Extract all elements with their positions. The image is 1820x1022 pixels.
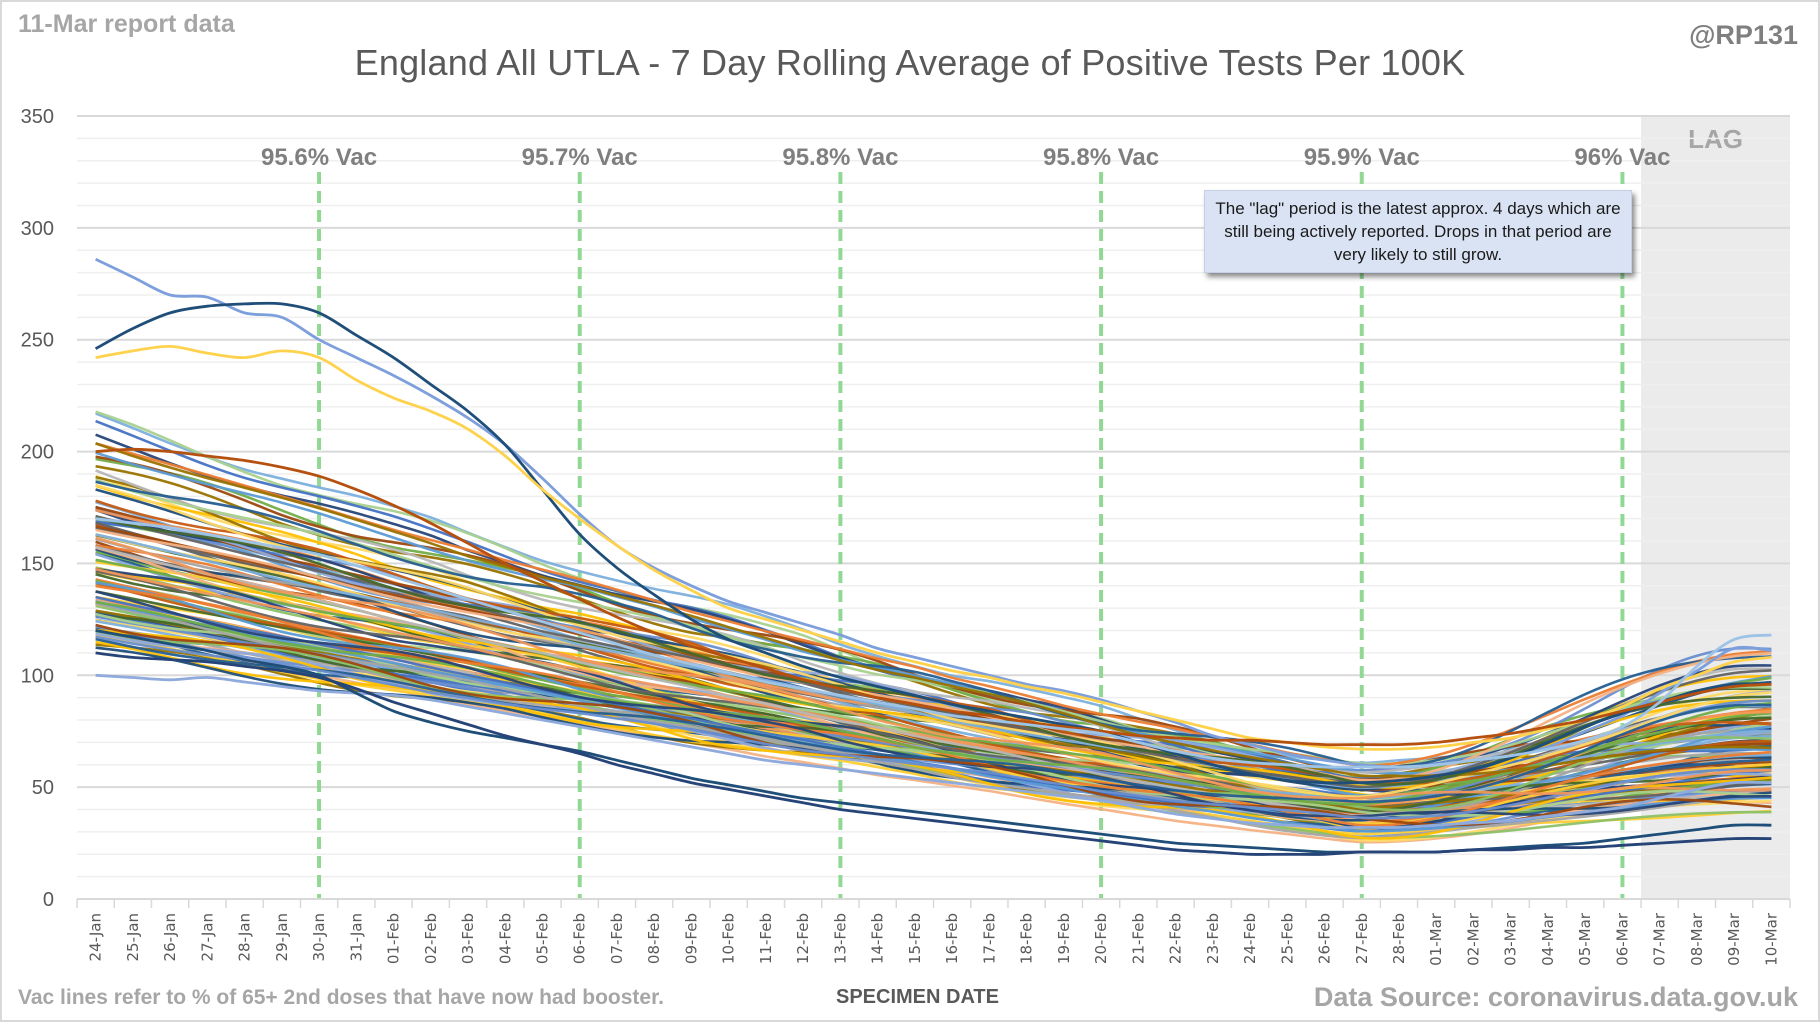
- lag-explanation-callout: The "lag" period is the latest approx. 4…: [1204, 190, 1632, 273]
- series-line: [95, 344, 1772, 751]
- x-tick-label: 05-Mar: [1576, 912, 1594, 966]
- x-tick-label: 03-Mar: [1502, 912, 1520, 966]
- vac-marker-label: 95.8% Vac: [782, 144, 898, 171]
- x-tick-label: 28-Jan: [236, 913, 254, 961]
- x-tick-label: 16-Feb: [943, 913, 961, 964]
- x-tick-label: 17-Feb: [980, 913, 998, 964]
- x-tick-label: 25-Jan: [124, 913, 142, 961]
- vac-marker-label: 95.7% Vac: [522, 144, 638, 171]
- series-line: [95, 570, 1772, 811]
- x-tick-label: 03-Feb: [459, 913, 477, 964]
- x-tick-label: 08-Mar: [1688, 912, 1706, 966]
- x-tick-label: 30-Jan: [310, 913, 328, 961]
- series-line: [95, 628, 1772, 840]
- x-tick-label: 25-Feb: [1278, 913, 1296, 964]
- y-tick-label: 50: [32, 777, 54, 799]
- series-line: [95, 635, 1772, 820]
- x-axis-title: SPECIMEN DATE: [836, 986, 999, 1008]
- vac-marker-label: 95.8% Vac: [1043, 144, 1159, 171]
- series-line: [95, 517, 1772, 769]
- x-tick-label: 31-Jan: [347, 913, 365, 961]
- x-tick-label: 24-Jan: [87, 913, 105, 961]
- series-line: [95, 600, 1772, 806]
- x-tick-label: 05-Feb: [533, 913, 551, 964]
- series-line: [95, 469, 1772, 774]
- x-tick-label: 01-Feb: [385, 913, 403, 964]
- series-line: [95, 602, 1772, 840]
- vac-marker-label: 95.6% Vac: [261, 144, 377, 171]
- y-tick-label: 0: [43, 889, 54, 911]
- x-tick-label: 14-Feb: [869, 913, 887, 964]
- x-tick-label: 06-Mar: [1613, 912, 1631, 966]
- x-tick-label: 08-Feb: [645, 913, 663, 964]
- axes: 0 50 100 150 200 250 300 350 24-Jan 25-Jan 26-Jan 2…: [21, 106, 1791, 966]
- x-tick-label: 13-Feb: [831, 913, 849, 964]
- x-tick-label: 12-Feb: [794, 913, 812, 964]
- series-line: [95, 442, 1772, 778]
- y-tick-label: 300: [21, 218, 54, 240]
- vac-marker-label: 96% Vac: [1574, 144, 1670, 171]
- x-tick-label: 02-Feb: [422, 913, 440, 964]
- x-tick-label: 15-Feb: [906, 913, 924, 964]
- x-tick-label: 04-Feb: [496, 913, 514, 964]
- x-tick-label: 27-Feb: [1353, 913, 1371, 964]
- x-tick-label: 26-Jan: [161, 913, 179, 961]
- y-tick-label: 200: [21, 442, 54, 464]
- x-tick-label: 26-Feb: [1316, 913, 1334, 964]
- x-tick-label: 28-Feb: [1390, 913, 1408, 964]
- x-tick-label: 10-Feb: [720, 913, 738, 964]
- x-tick-label: 18-Feb: [1018, 913, 1036, 964]
- x-tick-label: 09-Mar: [1725, 912, 1743, 966]
- x-tick-label: 06-Feb: [571, 913, 589, 964]
- x-tick-label: 07-Mar: [1651, 912, 1669, 966]
- x-tick-label: 27-Jan: [198, 913, 216, 961]
- series-line: [94, 301, 1772, 785]
- y-tick-label: 250: [21, 330, 54, 352]
- x-tick-label: 10-Mar: [1762, 912, 1780, 966]
- x-tick-label: 20-Feb: [1092, 913, 1110, 964]
- x-tick-label: 29-Jan: [273, 913, 291, 961]
- x-tick-label: 04-Mar: [1539, 912, 1557, 966]
- series-line: [95, 528, 1772, 782]
- vac-footnote: Vac lines refer to % of 65+ 2nd doses th…: [18, 986, 664, 1009]
- x-tick-label: 22-Feb: [1167, 913, 1185, 964]
- x-tick-label: 02-Mar: [1464, 912, 1482, 966]
- y-tick-label: 150: [21, 553, 54, 575]
- series-line: [95, 637, 1772, 804]
- series-line: [95, 483, 1772, 798]
- series-line: [95, 651, 1772, 856]
- data-source: Data Source: coronavirus.data.gov.uk: [1313, 982, 1798, 1012]
- x-tick-label: 23-Feb: [1204, 913, 1222, 964]
- x-tick-label: 07-Feb: [608, 913, 626, 964]
- series-line: [95, 536, 1772, 800]
- author-handle: @RP131: [1689, 20, 1798, 50]
- y-tick-label: 350: [21, 106, 54, 128]
- x-tick-label: 21-Feb: [1129, 913, 1147, 964]
- x-tick-label: 11-Feb: [757, 913, 775, 964]
- x-tick-label: 24-Feb: [1241, 913, 1259, 964]
- series-lines: [94, 257, 1772, 856]
- series-line: [95, 447, 1772, 747]
- x-tick-label: 09-Feb: [682, 913, 700, 964]
- x-tick-label: 19-Feb: [1055, 913, 1073, 964]
- report-date-label: 11-Mar report data: [18, 10, 235, 38]
- vac-marker-label: 95.9% Vac: [1304, 144, 1420, 171]
- chart-title: England All UTLA - 7 Day Rolling Average…: [354, 42, 1466, 83]
- x-tick-label: 01-Mar: [1427, 912, 1445, 966]
- y-tick-label: 100: [21, 665, 54, 687]
